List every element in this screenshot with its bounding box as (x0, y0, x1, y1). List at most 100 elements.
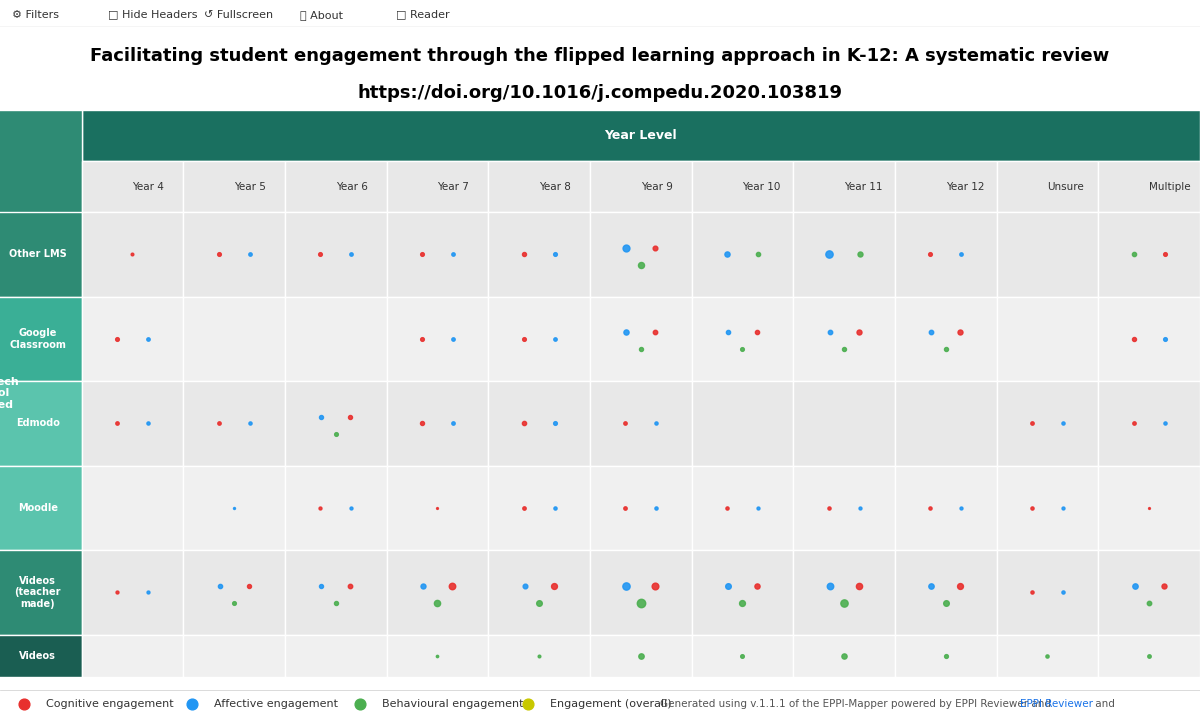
FancyBboxPatch shape (184, 550, 284, 635)
Point (342, 502, 361, 514)
Text: Other LMS: Other LMS (8, 249, 67, 259)
Point (311, 502, 330, 514)
FancyBboxPatch shape (488, 635, 590, 677)
Text: Unsure: Unsure (1048, 182, 1085, 192)
Point (631, 597, 650, 608)
Point (733, 650, 752, 662)
Point (224, 597, 244, 608)
FancyBboxPatch shape (895, 635, 997, 677)
FancyBboxPatch shape (488, 212, 590, 297)
Point (544, 580, 563, 592)
Point (342, 248, 361, 260)
Point (1022, 502, 1042, 514)
Text: ⓘ About: ⓘ About (300, 9, 343, 20)
Point (122, 248, 142, 260)
Text: □ Hide Headers: □ Hide Headers (108, 9, 198, 20)
FancyBboxPatch shape (0, 550, 82, 635)
Point (1038, 650, 1057, 662)
Point (107, 333, 126, 345)
FancyBboxPatch shape (0, 212, 82, 297)
Point (834, 650, 853, 662)
Point (631, 258, 650, 270)
Point (107, 586, 126, 598)
Point (616, 502, 635, 514)
FancyBboxPatch shape (284, 466, 386, 550)
Point (514, 333, 533, 345)
FancyBboxPatch shape (895, 381, 997, 466)
FancyBboxPatch shape (691, 635, 793, 677)
Point (545, 248, 564, 260)
Point (209, 418, 228, 429)
FancyBboxPatch shape (1098, 297, 1200, 381)
Point (850, 502, 869, 514)
Point (920, 248, 940, 260)
FancyBboxPatch shape (691, 297, 793, 381)
Point (210, 580, 229, 592)
Point (1140, 650, 1159, 662)
Point (444, 418, 463, 429)
FancyBboxPatch shape (386, 381, 488, 466)
Point (617, 580, 636, 592)
Point (820, 580, 839, 592)
FancyBboxPatch shape (590, 635, 691, 677)
Text: Year 8: Year 8 (539, 182, 571, 192)
FancyBboxPatch shape (997, 297, 1098, 381)
FancyBboxPatch shape (793, 212, 895, 297)
FancyBboxPatch shape (0, 110, 82, 677)
Point (514, 502, 533, 514)
FancyBboxPatch shape (691, 212, 793, 297)
Point (443, 580, 462, 592)
Point (718, 248, 737, 260)
FancyBboxPatch shape (284, 635, 386, 677)
Point (631, 343, 650, 355)
Text: EdTech
Tool
Used: EdTech Tool Used (0, 377, 19, 410)
FancyBboxPatch shape (590, 381, 691, 466)
FancyBboxPatch shape (997, 550, 1098, 635)
Point (834, 597, 853, 608)
Point (1022, 418, 1042, 429)
FancyBboxPatch shape (1098, 381, 1200, 466)
Point (444, 248, 463, 260)
Text: Year 6: Year 6 (336, 182, 367, 192)
FancyBboxPatch shape (895, 212, 997, 297)
FancyBboxPatch shape (82, 297, 184, 381)
Point (545, 502, 564, 514)
FancyBboxPatch shape (691, 381, 793, 466)
Point (834, 343, 853, 355)
Text: ↺ Fullscreen: ↺ Fullscreen (204, 9, 274, 20)
FancyBboxPatch shape (895, 297, 997, 381)
FancyBboxPatch shape (284, 297, 386, 381)
Point (182, 698, 202, 710)
Point (749, 248, 768, 260)
Point (1126, 580, 1145, 592)
Point (413, 333, 432, 345)
Text: Year 5: Year 5 (234, 182, 266, 192)
FancyBboxPatch shape (82, 550, 184, 635)
Text: Multiple: Multiple (1150, 182, 1190, 192)
Point (936, 650, 955, 662)
FancyBboxPatch shape (184, 297, 284, 381)
FancyBboxPatch shape (895, 550, 997, 635)
FancyBboxPatch shape (793, 297, 895, 381)
Text: Behavioural engagement: Behavioural engagement (382, 699, 523, 709)
Point (326, 428, 346, 439)
FancyBboxPatch shape (793, 466, 895, 550)
FancyBboxPatch shape (386, 635, 488, 677)
Point (646, 580, 665, 592)
Point (647, 502, 666, 514)
Point (1140, 502, 1159, 514)
Point (138, 333, 157, 345)
FancyBboxPatch shape (488, 297, 590, 381)
Point (545, 333, 564, 345)
Point (514, 418, 533, 429)
Point (952, 248, 971, 260)
Point (312, 411, 331, 422)
Point (952, 502, 971, 514)
FancyBboxPatch shape (82, 161, 184, 212)
FancyBboxPatch shape (997, 635, 1098, 677)
FancyBboxPatch shape (1098, 635, 1200, 677)
Point (1124, 418, 1144, 429)
FancyBboxPatch shape (0, 381, 82, 466)
Point (209, 248, 228, 260)
FancyBboxPatch shape (590, 212, 691, 297)
